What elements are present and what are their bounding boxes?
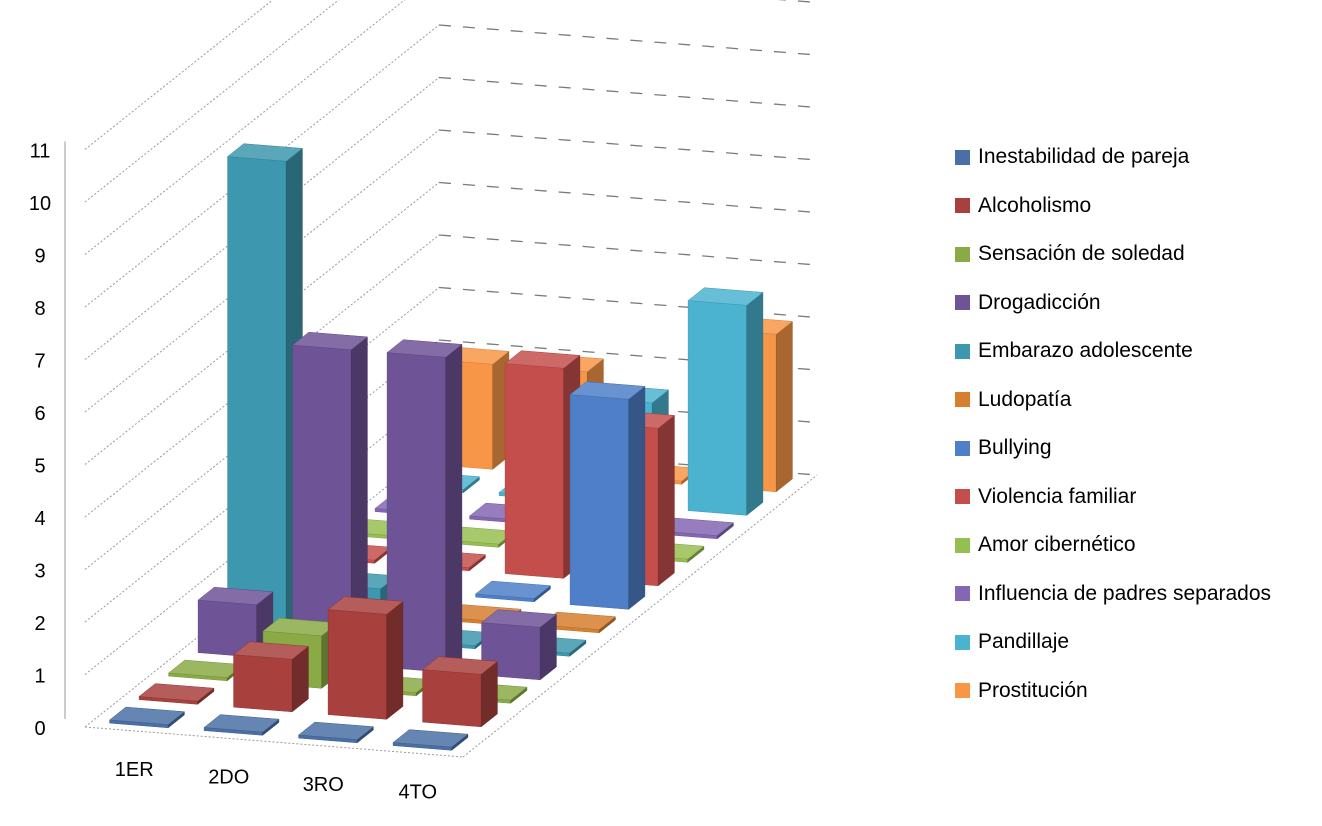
- legend-label: Embarazo adolescente: [978, 339, 1193, 363]
- y-tick-label: 3: [34, 561, 45, 583]
- legend-swatch: [955, 149, 970, 165]
- bar: [108, 706, 186, 729]
- y-tick-label: 8: [34, 298, 45, 320]
- bar: [138, 683, 215, 705]
- bar: [474, 580, 552, 603]
- gridline: [84, 0, 340, 203]
- legend-swatch: [955, 683, 970, 699]
- floor-front-edge: [84, 726, 464, 758]
- gridline: [84, 129, 818, 413]
- legend-label: Violencia familiar: [978, 484, 1137, 508]
- legend-item: Alcoholismo: [955, 182, 1315, 231]
- legend-swatch: [955, 489, 970, 505]
- legend-label: Alcoholismo: [978, 193, 1092, 217]
- y-tick-label: 6: [34, 403, 45, 425]
- legend-item: Ludopatía: [955, 376, 1315, 425]
- legend-item: Prostitución: [955, 667, 1315, 716]
- bar: [480, 609, 558, 681]
- legend-item: Sensación de soledad: [955, 230, 1315, 279]
- legend-swatch: [955, 634, 970, 650]
- legend-label: Inestabilidad de pareja: [978, 145, 1190, 169]
- y-tick-label: 9: [34, 246, 45, 268]
- legend-label: Bullying: [978, 436, 1052, 460]
- legend-item: Embarazo adolescente: [955, 327, 1315, 376]
- gridline: [84, 234, 818, 518]
- legend-item: Pandillaje: [955, 618, 1315, 667]
- legend-item: Drogadicción: [955, 279, 1315, 328]
- legend-label: Amor cibernético: [978, 533, 1136, 557]
- y-tick-label: 1: [34, 666, 45, 688]
- y-tick-label: 2: [34, 613, 45, 635]
- bar: [327, 596, 404, 720]
- y-tick-label: 11: [30, 141, 51, 163]
- x-tick-label: 3RO: [303, 774, 344, 796]
- gridline: [84, 24, 818, 308]
- legend-swatch: [955, 198, 970, 214]
- bar: [504, 350, 581, 579]
- legend-label: Pandillaje: [978, 630, 1070, 654]
- legend-swatch: [955, 392, 970, 408]
- legend-item: Influencia de padres separados: [955, 570, 1315, 619]
- gridline: [84, 0, 274, 150]
- legend-label: Ludopatía: [978, 387, 1072, 411]
- y-tick-label: 7: [34, 351, 45, 373]
- legend-label: Influencia de padres separados: [978, 581, 1272, 605]
- y-tick-label: 10: [29, 193, 51, 215]
- legend-item: Bullying: [955, 424, 1315, 473]
- legend-swatch: [955, 343, 970, 359]
- legend-label: Prostitución: [978, 678, 1088, 702]
- y-tick-label: 0: [34, 718, 45, 740]
- legend-swatch: [955, 440, 970, 456]
- legend-item: Inestabilidad de pareja: [955, 133, 1315, 182]
- legend-swatch: [955, 537, 970, 553]
- legend-swatch: [955, 586, 970, 602]
- bar: [167, 659, 245, 682]
- legend-swatch: [955, 295, 970, 311]
- legend: Inestabilidad de pareja Alcoholismo Sensac…: [955, 133, 1315, 715]
- bar: [392, 729, 469, 751]
- y-axis-ticks: 0 1 2 3 4 5 6 7 8 9 10 11: [29, 141, 51, 741]
- bar: [291, 331, 369, 666]
- x-tick-label: 1ER: [115, 759, 154, 781]
- gridline: [84, 181, 818, 465]
- x-tick-label: 4TO: [398, 781, 437, 803]
- legend-item: Amor cibernético: [955, 521, 1315, 570]
- bar: [687, 287, 764, 516]
- legend-label: Sensación de soledad: [978, 242, 1185, 266]
- bar: [203, 714, 280, 736]
- bar: [297, 721, 375, 744]
- bar: [226, 143, 304, 635]
- bar: [569, 381, 646, 610]
- y-tick-label: 4: [34, 508, 45, 530]
- x-axis-categories: 1ER 2DO 3RO 4TO: [115, 759, 437, 804]
- gridline: [84, 76, 818, 360]
- y-tick-label: 5: [34, 456, 45, 478]
- gridline: [84, 0, 818, 255]
- bar: [232, 641, 310, 713]
- legend-item: Violencia familiar: [955, 473, 1315, 522]
- bars: [108, 143, 794, 751]
- floor-right-edge: [462, 474, 818, 758]
- bar: [421, 656, 499, 728]
- bar: [386, 339, 463, 673]
- x-tick-label: 2DO: [208, 766, 249, 788]
- legend-label: Drogadicción: [978, 290, 1101, 314]
- legend-swatch: [955, 246, 970, 262]
